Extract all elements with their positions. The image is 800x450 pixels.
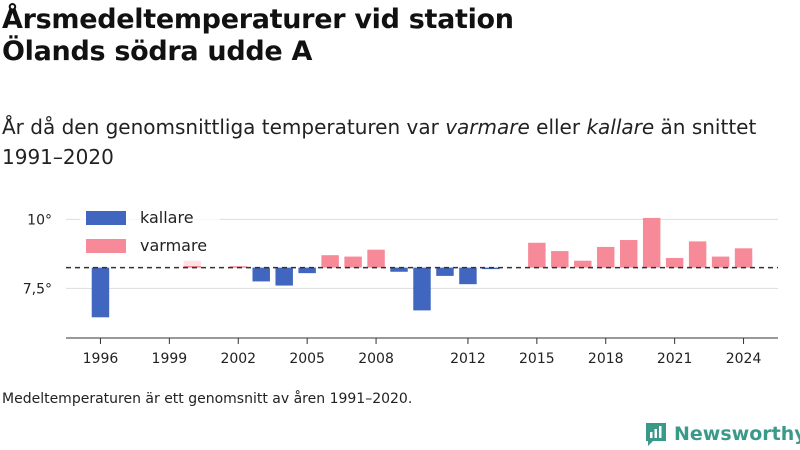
- legend-swatch-warm: [86, 239, 126, 253]
- x-tick-label: 2008: [358, 351, 394, 367]
- x-tick-label: 2021: [657, 351, 693, 367]
- bar-cold: [459, 267, 477, 285]
- bar-warm: [367, 249, 385, 268]
- x-tick-label: 2024: [726, 351, 762, 367]
- bar-cold: [413, 267, 431, 311]
- subtitle-part-2: eller: [529, 115, 587, 139]
- bar-cold: [275, 267, 293, 286]
- chart-caption: Medeltemperaturen är ett genomsnitt av å…: [2, 391, 413, 407]
- x-tick-label: 2005: [289, 351, 325, 367]
- brand-name: Newsworthy: [674, 423, 800, 445]
- subtitle-warm: varmare: [445, 115, 530, 139]
- legend-label-cold: kallare: [140, 208, 194, 227]
- bar-warm: [321, 255, 339, 268]
- legend-label-warm: varmare: [140, 236, 207, 255]
- bar-warm: [711, 256, 730, 268]
- x-tick-label: 1996: [83, 351, 119, 367]
- bar-warm: [619, 240, 638, 268]
- bar-cold: [252, 267, 270, 282]
- bar-warm: [734, 248, 753, 268]
- x-tick-label: 2002: [220, 351, 256, 367]
- newsworthy-logo-icon: [646, 423, 666, 446]
- bar-warm: [528, 242, 546, 268]
- bar-warm: [597, 246, 615, 268]
- y-tick-label: 7,5°: [23, 281, 52, 297]
- bar-cold: [436, 267, 454, 276]
- bar-warm: [574, 260, 592, 268]
- bar-warm: [551, 251, 569, 268]
- bar-warm: [344, 256, 362, 268]
- bar-cold: [390, 267, 408, 272]
- y-tick-label: 10°: [27, 212, 52, 228]
- title-line-1: Årsmedeltemperaturer vid station: [2, 4, 514, 35]
- x-tick-label: 1999: [152, 351, 188, 367]
- x-tick-label: 2012: [450, 351, 486, 367]
- bar-warm: [688, 241, 707, 268]
- chart-subtitle: År då den genomsnittliga temperaturen va…: [2, 112, 792, 172]
- bar-cold: [298, 267, 316, 274]
- bar-warm: [665, 257, 684, 268]
- x-tick-label: 2015: [519, 351, 555, 367]
- title-line-2: Ölands södra udde A: [2, 36, 313, 67]
- x-tick-label: 2018: [588, 351, 624, 367]
- subtitle-part-1: År då den genomsnittliga temperaturen va…: [2, 115, 446, 139]
- brand-logo: Newsworthy: [644, 419, 800, 449]
- legend-swatch-cold: [86, 211, 126, 225]
- bar-cold: [91, 267, 110, 318]
- bar-warm: [642, 217, 661, 268]
- bar-chart: 7,5° 10° 1996 1999 2002 2005 2008 2012 2015 2018 2…: [23, 204, 778, 367]
- subtitle-cold: kallare: [586, 115, 655, 139]
- chart-title: Årsmedeltemperaturer vid station Ölands …: [2, 4, 792, 68]
- subtitle-part-3: än snittet 1991–2020: [2, 115, 757, 169]
